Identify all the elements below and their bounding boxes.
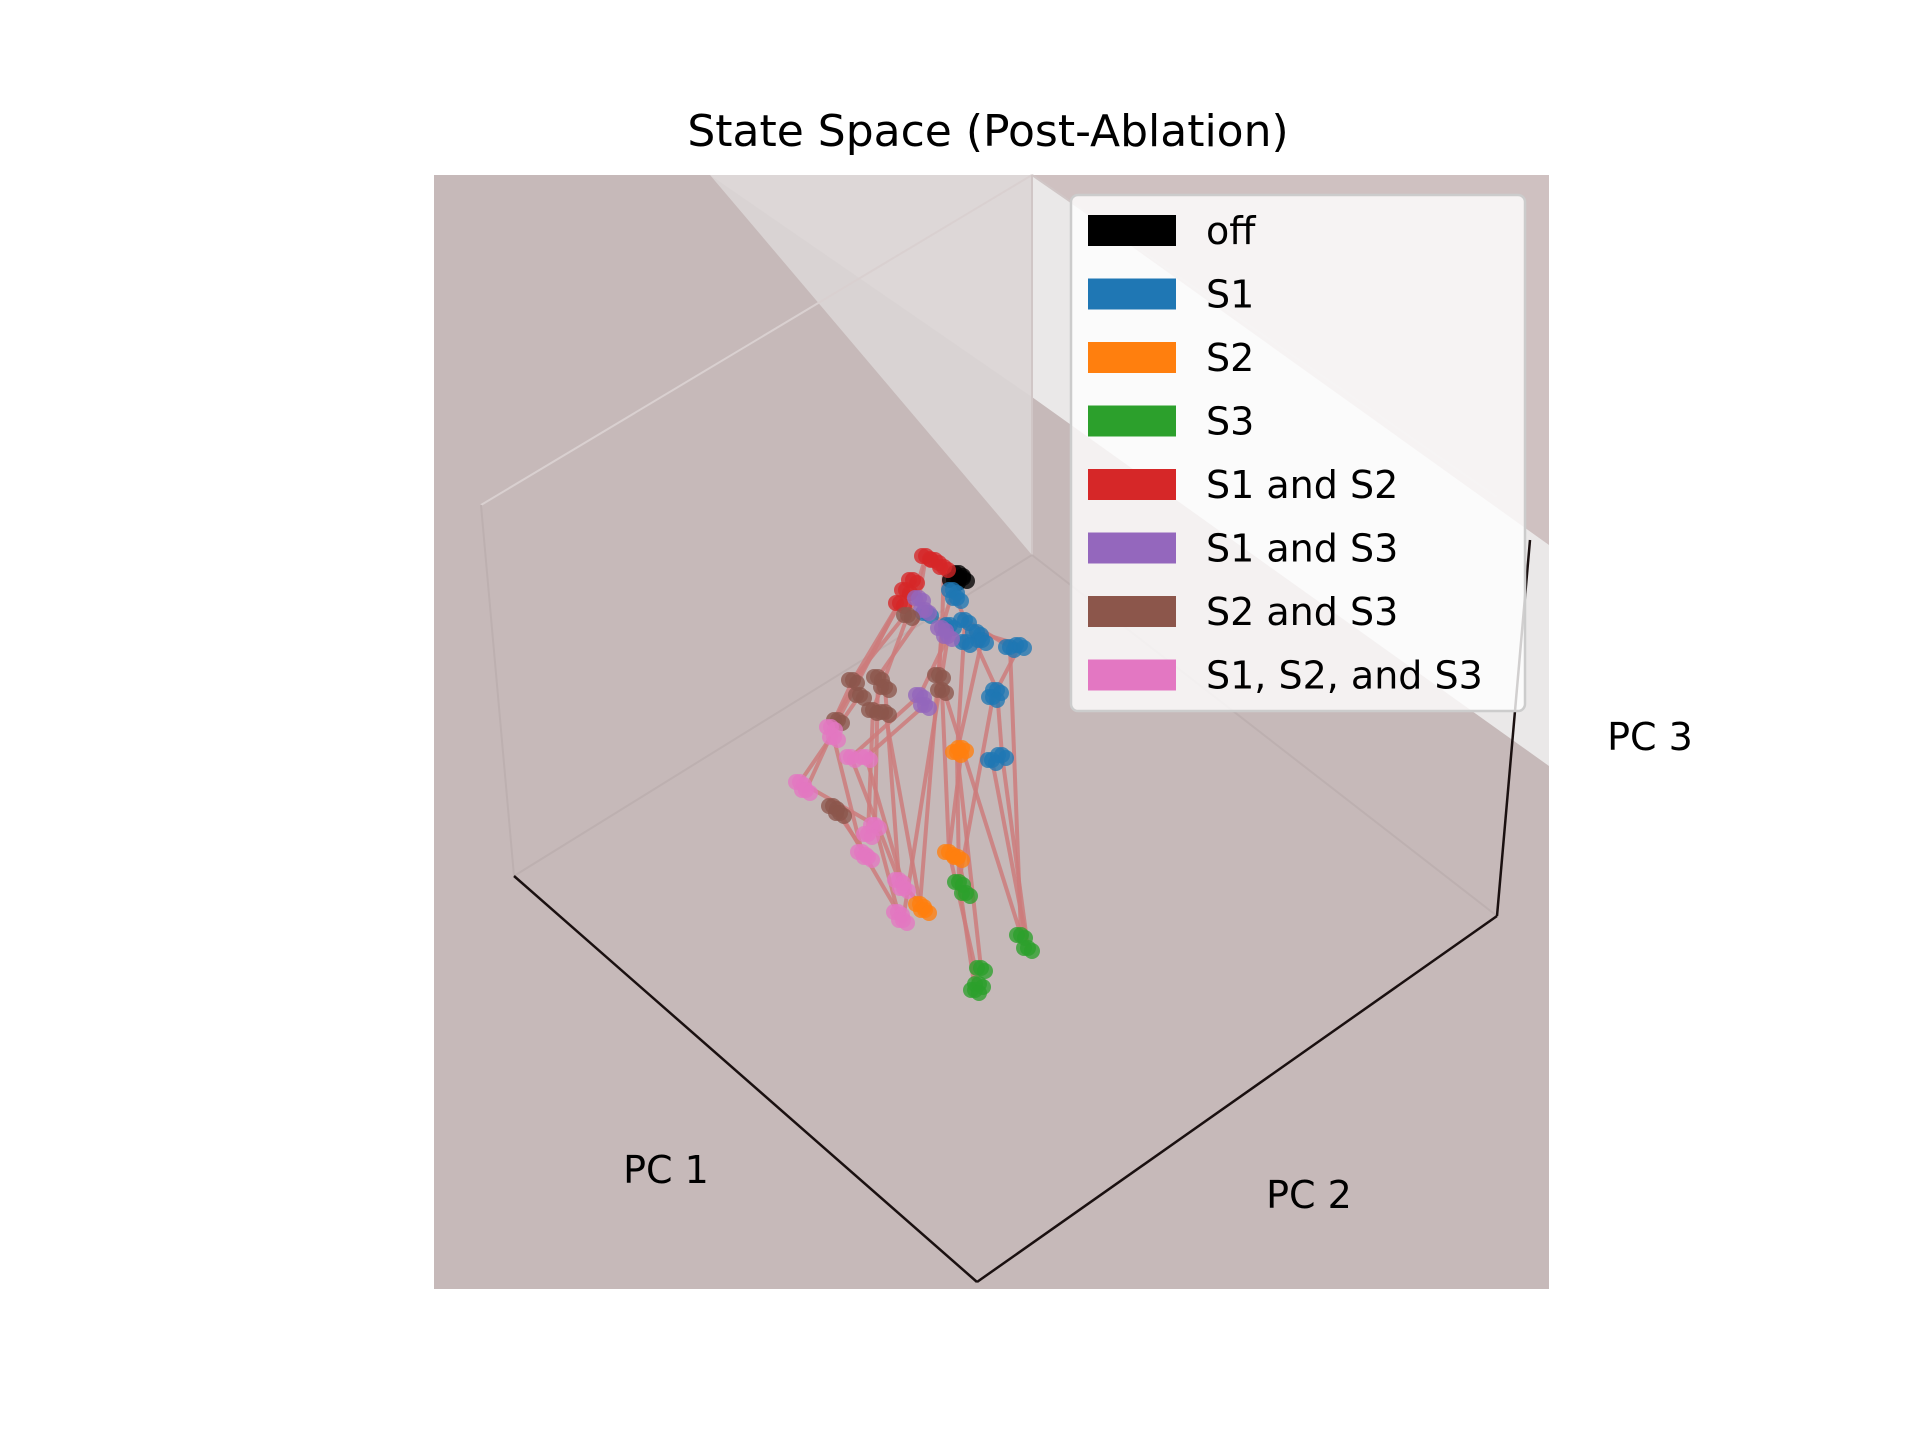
data-point-series-5	[921, 700, 937, 716]
legend-swatch	[1088, 532, 1176, 564]
trajectory-segment	[849, 693, 922, 759]
data-point-series-5	[944, 631, 960, 647]
legend-label: S2	[1206, 336, 1254, 380]
data-point-series-6	[849, 675, 865, 691]
data-point-series-7	[899, 915, 915, 931]
floor-pane	[434, 175, 1549, 1289]
legend-swatch	[1088, 405, 1176, 437]
data-point-series-7	[864, 829, 880, 845]
data-point-series-1	[978, 635, 994, 651]
legend-label: S3	[1206, 400, 1254, 444]
data-point-series-6	[938, 685, 954, 701]
data-point-series-7	[862, 752, 878, 768]
legend: off S1 S2 S3 S1 and S2 S1 and S3 S2 and S3 S1, …	[1069, 193, 1527, 713]
legend-label: S2 and S3	[1206, 590, 1398, 634]
pc2-axis-line	[976, 914, 1498, 1284]
data-point-series-2	[954, 852, 970, 868]
pane-edge	[480, 504, 515, 877]
pc2-axis-label: PC 2	[1266, 1173, 1352, 1217]
data-point-series-1	[988, 755, 1004, 771]
data-point-series-2	[921, 905, 937, 921]
legend-label: S1 and S3	[1206, 527, 1398, 571]
data-point-series-7	[802, 785, 818, 801]
chart-title: State Space (Post-Ablation)	[687, 106, 1288, 157]
data-point-series-6	[904, 610, 920, 626]
legend-label: off	[1206, 209, 1256, 253]
trajectory-segment	[864, 756, 906, 889]
data-point-series-7	[864, 852, 880, 868]
trajectory-segment	[940, 689, 951, 853]
data-point-series-4	[940, 562, 956, 578]
data-point-series-0	[959, 573, 975, 589]
trajectory-segment	[883, 711, 922, 905]
data-point-series-6	[935, 670, 951, 686]
data-point-series-7	[900, 883, 916, 899]
data-points	[788, 548, 1040, 1001]
data-point-series-6	[881, 707, 897, 723]
data-point-series-6	[836, 808, 852, 824]
data-point-series-3	[962, 888, 978, 904]
legend-swatch	[1088, 278, 1176, 310]
legend-swatch	[1088, 659, 1176, 691]
pane-edge	[480, 174, 1033, 506]
legend-label: S1	[1206, 273, 1254, 317]
data-point-series-6	[856, 690, 872, 706]
data-point-series-6	[881, 682, 897, 698]
trajectory-segment	[955, 639, 984, 753]
trajectory-segment	[957, 696, 995, 883]
legend-swatch	[1088, 469, 1176, 500]
data-point-series-3	[1024, 943, 1040, 959]
data-point-series-1	[962, 637, 978, 653]
pc3-axis-label: PC 3	[1607, 715, 1693, 759]
trajectory-segment	[918, 635, 950, 696]
pc1-axis-label: PC 1	[623, 1148, 709, 1192]
legend-frame	[1069, 193, 1527, 713]
data-point-series-7	[830, 732, 846, 748]
data-point-series-2	[958, 743, 974, 759]
pc1-axis-line	[513, 875, 978, 1283]
data-point-series-3	[977, 963, 993, 979]
right-wall-pane	[710, 175, 1032, 555]
data-point-series-1	[1016, 640, 1032, 656]
legend-swatch	[1088, 215, 1176, 246]
legend-label: S1 and S2	[1206, 463, 1398, 507]
trajectory-segment	[990, 759, 1030, 949]
trajectory-segment	[960, 747, 1023, 936]
data-point-series-3	[971, 985, 987, 1001]
data-point-series-1	[989, 692, 1005, 708]
legend-label: S1, S2, and S3	[1206, 654, 1483, 698]
trajectory-segment	[873, 676, 880, 826]
legend-swatch	[1088, 596, 1176, 627]
data-point-series-1	[953, 593, 969, 609]
data-point-series-5	[921, 605, 937, 621]
legend-swatch	[1088, 342, 1176, 373]
